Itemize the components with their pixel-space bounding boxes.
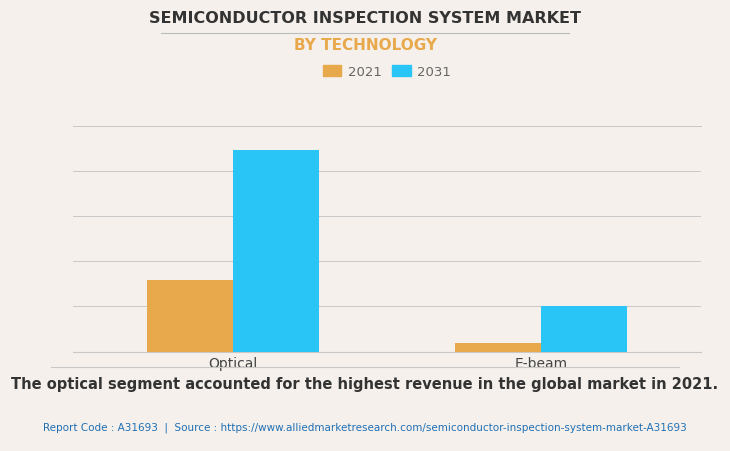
Bar — [147, 280, 233, 352]
Legend: 2021, 2031: 2021, 2031 — [318, 61, 456, 84]
Bar — [233, 151, 319, 352]
Bar — [455, 344, 541, 352]
Text: SEMICONDUCTOR INSPECTION SYSTEM MARKET: SEMICONDUCTOR INSPECTION SYSTEM MARKET — [149, 11, 581, 26]
Text: The optical segment accounted for the highest revenue in the global market in 20: The optical segment accounted for the hi… — [12, 377, 718, 391]
Text: Report Code : A31693  |  Source : https://www.alliedmarketresearch.com/semicondu: Report Code : A31693 | Source : https://… — [43, 422, 687, 432]
Bar — [541, 307, 627, 352]
Text: BY TECHNOLOGY: BY TECHNOLOGY — [293, 38, 437, 53]
